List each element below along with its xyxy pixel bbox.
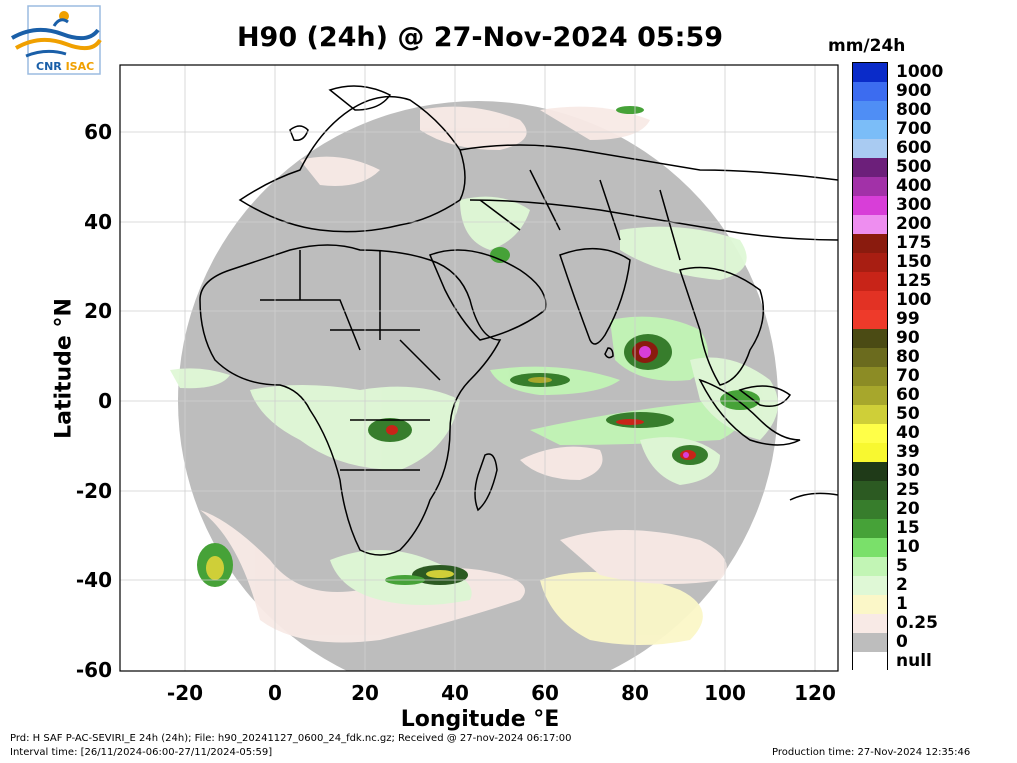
coastlines <box>199 85 838 556</box>
legend-label: null <box>896 651 932 671</box>
legend-swatch <box>853 652 887 671</box>
cnr-isac-logo: CNR ISAC <box>6 4 102 76</box>
legend-label: 800 <box>896 100 932 120</box>
legend-label: 1000 <box>896 62 944 82</box>
legend-swatch <box>853 291 887 310</box>
legend-label: 175 <box>896 233 932 253</box>
legend-label: 500 <box>896 157 932 177</box>
x-axis-label: Longitude °E <box>400 707 560 732</box>
x-tick: -20 <box>166 681 204 705</box>
legend-label: 100 <box>896 290 932 310</box>
legend-label: 90 <box>896 328 920 348</box>
legend-label: 150 <box>896 252 932 272</box>
y-tick: -60 <box>75 658 112 682</box>
legend-label: 25 <box>896 480 920 500</box>
legend-swatch <box>853 443 887 462</box>
legend-swatch <box>853 139 887 158</box>
legend-swatch <box>853 538 887 557</box>
logo-mark <box>10 5 102 75</box>
y-axis-label: Latitude °N <box>51 298 77 439</box>
legend-label: 1 <box>896 594 908 614</box>
footer-interval: Interval time: [26/11/2024-06:00-27/11/2… <box>10 747 273 758</box>
y-tick: 20 <box>84 299 112 323</box>
legend-label: 30 <box>896 461 920 481</box>
x-tick: 60 <box>531 681 559 705</box>
legend-label: 900 <box>896 81 932 101</box>
legend-swatch <box>853 614 887 633</box>
legend-swatch <box>853 158 887 177</box>
legend-swatch <box>853 557 887 576</box>
legend-swatch <box>853 63 887 82</box>
legend-swatch <box>853 633 887 652</box>
y-tick: 0 <box>98 389 112 413</box>
legend-label: 125 <box>896 271 932 291</box>
footer-production-time: Production time: 27-Nov-2024 12:35:46 <box>772 747 971 758</box>
legend-swatch <box>853 595 887 614</box>
legend-label: 60 <box>896 385 920 405</box>
legend-label: 300 <box>896 195 932 215</box>
legend-swatch <box>853 272 887 291</box>
legend-swatch <box>853 101 887 120</box>
legend-label: 400 <box>896 176 932 196</box>
x-tick: 100 <box>704 681 746 705</box>
legend-swatch <box>853 519 887 538</box>
legend-swatch <box>853 481 887 500</box>
y-tick: -20 <box>75 479 112 503</box>
x-tick: 40 <box>441 681 469 705</box>
y-tick: 60 <box>84 120 112 144</box>
legend-swatch <box>853 367 887 386</box>
legend-label: 10 <box>896 537 920 557</box>
legend-swatch <box>853 405 887 424</box>
x-tick: 120 <box>794 681 836 705</box>
legend-swatch <box>853 215 887 234</box>
legend-label: 0 <box>896 632 908 652</box>
legend-swatch <box>853 196 887 215</box>
legend-label: 700 <box>896 119 932 139</box>
legend-swatch <box>853 310 887 329</box>
legend-swatch <box>853 177 887 196</box>
legend-label: 20 <box>896 499 920 519</box>
legend-label: 200 <box>896 214 932 234</box>
legend-swatch <box>853 329 887 348</box>
legend-label: 80 <box>896 347 920 367</box>
legend-swatch <box>853 234 887 253</box>
x-tick: 80 <box>621 681 649 705</box>
legend-label: 50 <box>896 404 920 424</box>
logo-text: CNR ISAC <box>36 60 95 73</box>
legend-swatch <box>853 253 887 272</box>
legend-label: 15 <box>896 518 920 538</box>
legend-swatch <box>853 500 887 519</box>
legend-swatch <box>853 82 887 101</box>
legend-label: 5 <box>896 556 908 576</box>
legend-label: 39 <box>896 442 920 462</box>
legend-label: 0.25 <box>896 613 938 633</box>
footer-product-info: Prd: H SAF P-AC-SEVIRI_E 24h (24h); File… <box>10 733 572 744</box>
legend-swatch <box>853 120 887 139</box>
legend-swatch <box>853 424 887 443</box>
legend-label: 600 <box>896 138 932 158</box>
legend-swatch <box>853 348 887 367</box>
y-tick: -40 <box>75 568 112 592</box>
page-title: H90 (24h) @ 27-Nov-2024 05:59 <box>236 22 724 53</box>
legend-label: 2 <box>896 575 908 595</box>
legend-unit: mm/24h <box>828 36 906 56</box>
legend-label: 70 <box>896 366 920 386</box>
y-tick: 40 <box>84 210 112 234</box>
color-legend <box>852 62 888 671</box>
x-tick: 0 <box>268 681 282 705</box>
legend-swatch <box>853 576 887 595</box>
plot-frame <box>119 64 839 672</box>
x-tick: 20 <box>351 681 379 705</box>
grid <box>120 65 838 671</box>
legend-swatch <box>853 386 887 405</box>
legend-swatch <box>853 462 887 481</box>
legend-label: 99 <box>896 309 920 329</box>
legend-label: 40 <box>896 423 920 443</box>
